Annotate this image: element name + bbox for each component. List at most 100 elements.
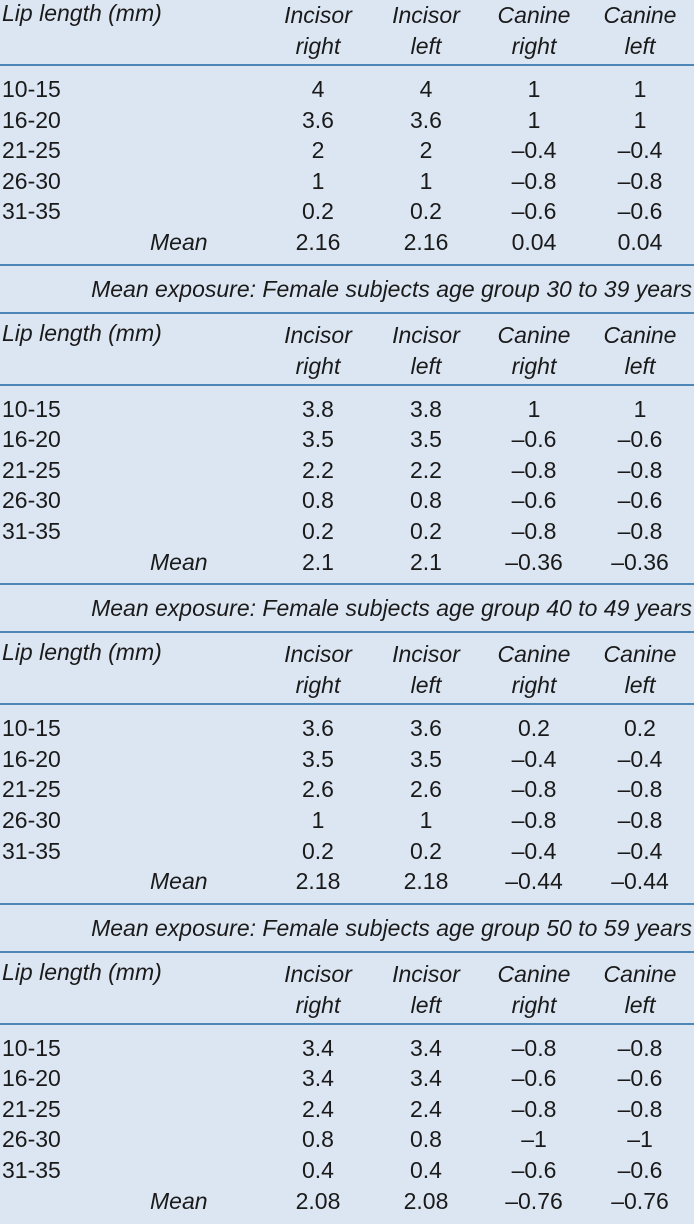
cell-canine-right: –0.8: [511, 456, 557, 483]
cell-incisor-right: 0.4: [302, 1157, 334, 1184]
mean-cell-incisor-right: 2.18: [295, 868, 341, 895]
mean-cell-incisor-left: 2.1: [410, 548, 442, 575]
header-line: right: [295, 352, 341, 379]
cell-incisor-right: 1: [311, 167, 325, 194]
header-incisor-right: Incisor right: [268, 959, 368, 1021]
cell-incisor-left: 2.6: [410, 776, 442, 803]
cell-incisor-left: 2.2: [410, 456, 442, 483]
mean-cell-canine-right: –0.36: [505, 548, 563, 575]
table-row: 31-35 0.4 0.4 –0.6 –0.6: [0, 1155, 694, 1186]
mean-label: Mean: [150, 548, 208, 575]
header-line: Canine: [497, 641, 571, 668]
table-row: 16-20 3.4 3.4 –0.6 –0.6: [0, 1063, 694, 1094]
header-canine-right: Canine right: [484, 0, 584, 62]
cell-lip-length: 26-30: [2, 167, 61, 194]
cell-canine-left: –0.8: [617, 456, 663, 483]
table-row: 10-15 3.6 3.6 0.2 0.2: [0, 713, 694, 744]
cell-incisor-right: 0.2: [302, 837, 334, 864]
table-row: 26-30 0.8 0.8 –1 –1: [0, 1124, 694, 1155]
header-line: left: [410, 352, 442, 379]
cell-canine-right: –0.4: [511, 137, 557, 164]
cell-incisor-right: 3.8: [302, 395, 334, 422]
table-row: 26-30 1 1 –0.8 –0.8: [0, 166, 694, 197]
table-body: 10-15 4 4 1 1 16-20 3.6 3.6 1 1 21-25 2 2 –0.4 –0.4 26-…: [0, 66, 694, 264]
cell-incisor-left: 3.4: [410, 1065, 442, 1092]
cell-canine-right: –0.8: [511, 1034, 557, 1061]
cell-canine-left: –0.6: [617, 1157, 663, 1184]
header-lip-length: Lip length (mm): [2, 0, 162, 26]
cell-incisor-left: 3.6: [410, 715, 442, 742]
header-line: Canine: [603, 960, 677, 987]
table-caption: Mean exposure: Female subjects age group…: [0, 583, 694, 631]
mean-row: Mean 2.18 2.18 –0.44 –0.44: [0, 866, 694, 897]
table-body: 10-15 3.8 3.8 1 1 16-20 3.5 3.5 –0.6 –0.6 21-25 2.2…: [0, 386, 694, 584]
table-row: 31-35 0.2 0.2 –0.6 –0.6: [0, 196, 694, 227]
header-line: left: [410, 33, 442, 59]
header-line: right: [511, 991, 557, 1018]
cell-lip-length: 16-20: [2, 106, 61, 133]
table-header: Lip length (mm) Incisor right Incisor left Ca…: [0, 0, 694, 66]
table-caption: Mean exposure: Female subjects age group…: [0, 263, 694, 312]
header-line: left: [624, 352, 656, 379]
table-row: 10-15 3.8 3.8 1 1: [0, 394, 694, 425]
mean-cell-canine-right: 0.04: [511, 228, 557, 255]
cell-lip-length: 26-30: [2, 806, 61, 833]
cell-canine-right: –0.8: [511, 1095, 557, 1122]
mean-cell-canine-left: –0.36: [611, 548, 669, 575]
mean-cell-incisor-left: 2.16: [403, 228, 449, 255]
header-line: Incisor: [284, 321, 352, 348]
cell-canine-left: –0.4: [617, 837, 663, 864]
header-line: left: [624, 991, 656, 1018]
cell-canine-left: –0.8: [617, 1034, 663, 1061]
cell-lip-length: 10-15: [2, 1034, 61, 1061]
cell-canine-right: –0.8: [511, 776, 557, 803]
header-incisor-left: Incisor left: [376, 959, 476, 1021]
cell-canine-right: 0.2: [518, 715, 550, 742]
cell-lip-length: 21-25: [2, 456, 61, 483]
cell-canine-left: –0.8: [617, 806, 663, 833]
header-line: Canine: [497, 321, 571, 348]
mean-label: Mean: [150, 868, 208, 895]
cell-incisor-left: 3.8: [410, 395, 442, 422]
table-row: 21-25 2.2 2.2 –0.8 –0.8: [0, 455, 694, 486]
header-line: right: [511, 672, 557, 699]
header-lip-length: Lip length (mm): [2, 958, 162, 985]
mean-cell-incisor-left: 2.18: [403, 868, 449, 895]
header-line: right: [295, 33, 341, 59]
cell-incisor-left: 0.4: [410, 1157, 442, 1184]
cell-canine-right: 1: [527, 76, 541, 102]
table-row: 16-20 3.5 3.5 –0.6 –0.6: [0, 424, 694, 455]
cell-canine-left: –0.4: [617, 137, 663, 164]
cell-incisor-left: 3.6: [410, 106, 442, 133]
cell-canine-right: –0.6: [511, 1065, 557, 1092]
table-row: 21-25 2.4 2.4 –0.8 –0.8: [0, 1094, 694, 1125]
table-row: 26-30 0.8 0.8 –0.6 –0.6: [0, 485, 694, 516]
cell-canine-right: –0.4: [511, 837, 557, 864]
cell-incisor-right: 2.4: [302, 1095, 334, 1122]
cell-lip-length: 16-20: [2, 1065, 61, 1092]
mean-row: Mean 2.1 2.1 –0.36 –0.36: [0, 547, 694, 578]
cell-incisor-left: 2.4: [410, 1095, 442, 1122]
cell-canine-left: –0.6: [617, 426, 663, 453]
header-line: left: [624, 672, 656, 699]
header-lip-length: Lip length (mm): [2, 319, 162, 346]
cell-canine-right: –0.8: [511, 167, 557, 194]
cell-canine-right: –0.6: [511, 1157, 557, 1184]
cell-incisor-left: 2: [419, 137, 433, 164]
header-line: right: [511, 352, 557, 379]
table-block: Mean exposure: Female subjects age group…: [0, 583, 694, 903]
cell-incisor-right: 3.6: [302, 715, 334, 742]
mean-cell-incisor-right: 2.08: [295, 1187, 341, 1214]
mean-cell-canine-left: 0.04: [617, 228, 663, 255]
table-body: 10-15 3.6 3.6 0.2 0.2 16-20 3.5 3.5 –0.4 –0.4 21-2…: [0, 705, 694, 903]
mean-label: Mean: [150, 228, 208, 255]
header-canine-right: Canine right: [484, 320, 584, 382]
cell-incisor-left: 0.2: [410, 517, 442, 544]
cell-incisor-right: 2.6: [302, 776, 334, 803]
cell-incisor-right: 0.2: [302, 517, 334, 544]
header-line: Canine: [603, 321, 677, 348]
cell-incisor-left: 3.5: [410, 745, 442, 772]
header-canine-left: Canine left: [590, 959, 690, 1021]
cell-incisor-right: 2.2: [302, 456, 334, 483]
mean-cell-canine-right: –0.76: [505, 1187, 563, 1214]
